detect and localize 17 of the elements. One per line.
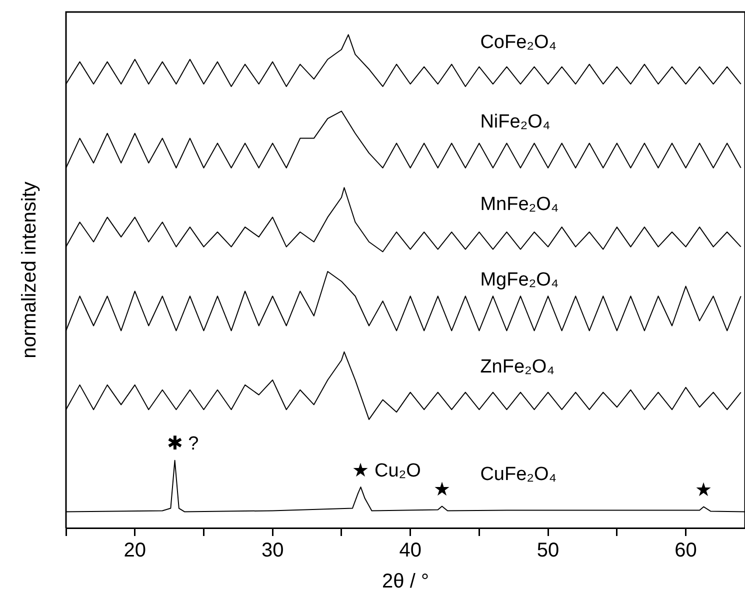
- x-tick-label: 20: [124, 540, 146, 562]
- series-label: CoFe₂O₄: [480, 32, 557, 53]
- annotation: ★ Cu₂O: [352, 460, 421, 482]
- series-label: MgFe₂O₄: [480, 270, 559, 291]
- x-tick-label: 30: [261, 540, 284, 562]
- series-label: NiFe₂O₄: [480, 111, 550, 132]
- series-label: ZnFe₂O₄: [480, 356, 555, 378]
- series-label: MnFe₂O₄: [480, 194, 559, 216]
- series-label: CuFe₂O₄: [480, 464, 557, 486]
- x-axis-title: 2θ / °: [382, 570, 429, 593]
- annotation: ★: [695, 480, 712, 502]
- x-tick-label: 40: [399, 540, 422, 562]
- annotation: ✱ ?: [166, 434, 199, 455]
- annotation: ★: [434, 480, 450, 501]
- x-tick-label: 60: [674, 540, 697, 562]
- y-axis-title: normalized intensity: [18, 182, 41, 358]
- x-tick-label: 50: [536, 540, 560, 562]
